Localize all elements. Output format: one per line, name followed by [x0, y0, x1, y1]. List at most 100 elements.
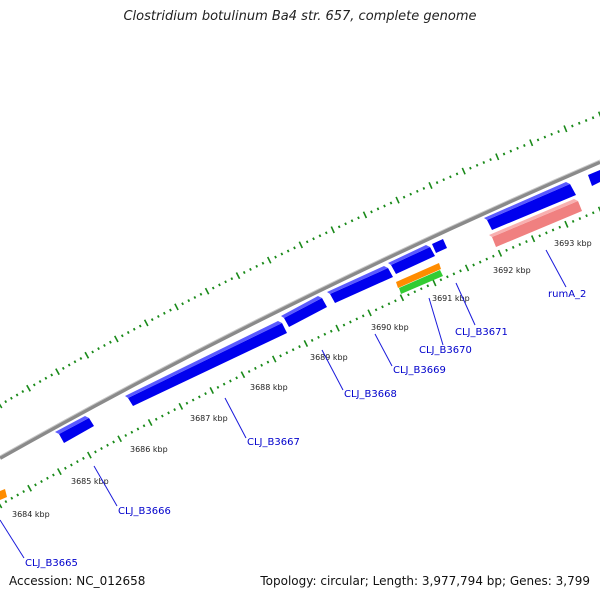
tick-mark	[464, 264, 470, 272]
tick-mark	[150, 318, 154, 322]
tick-mark	[597, 206, 600, 212]
tick-mark	[383, 204, 386, 208]
tick-mark	[247, 370, 251, 374]
tick-mark	[329, 329, 333, 333]
tick-mark	[274, 255, 277, 259]
tick-mark	[318, 234, 322, 238]
tick-mark	[40, 480, 43, 484]
tick-mark	[376, 207, 380, 211]
rna-feature[interactable]	[489, 199, 582, 247]
green-feature[interactable]	[399, 270, 443, 294]
tick-mark	[312, 237, 315, 241]
tick-mark	[55, 368, 60, 376]
tick-mark	[169, 308, 172, 312]
tick-mark	[495, 153, 500, 161]
tick-mark	[389, 201, 393, 205]
tick-mark	[387, 302, 391, 306]
gene-label-clj-b3665[interactable]: CLJ_B3665	[25, 558, 78, 569]
tick-mark	[199, 292, 203, 296]
tick-mark	[298, 345, 301, 349]
kbp-label: 3691 kbp	[432, 294, 470, 303]
tick-mark	[536, 138, 540, 142]
tick-mark	[254, 366, 257, 370]
tick-mark	[67, 363, 71, 367]
orange-feature[interactable]	[396, 263, 441, 288]
tick-mark	[34, 483, 37, 487]
tick-mark	[432, 279, 437, 287]
tick-mark	[235, 272, 241, 280]
tick-mark	[335, 324, 340, 332]
tick-mark	[181, 302, 184, 306]
tick-mark	[16, 493, 20, 497]
tick-mark	[472, 263, 475, 267]
kbp-labels: 3684 kbp 3685 kbp 3686 kbp 3687 kbp 3688…	[12, 239, 592, 519]
tick-mark	[344, 222, 347, 226]
tick-mark	[106, 443, 109, 447]
tick-mark	[91, 350, 94, 354]
tick-mark	[478, 260, 482, 264]
tick-mark	[435, 181, 439, 185]
tick-mark	[130, 430, 134, 434]
tick-mark	[381, 305, 384, 309]
gene-labels: CLJ_B3665 CLJ_B3666 CLJ_B3667 CLJ_B3668 …	[25, 289, 586, 569]
gene-label-clj-b3668[interactable]: CLJ_B3668	[344, 389, 397, 400]
kbp-label: 3692 kbp	[493, 266, 531, 275]
tick-mark	[571, 124, 574, 128]
tick-mark	[79, 356, 83, 360]
tick-mark	[342, 323, 346, 327]
tick-mark	[103, 343, 106, 347]
gene-label-clj-b3666[interactable]: CLJ_B3666	[118, 506, 171, 517]
genome-backbone	[0, 160, 600, 460]
cds-feature[interactable]	[432, 239, 447, 253]
tick-mark	[136, 427, 140, 431]
tick-mark	[22, 490, 25, 494]
tick-mark	[509, 149, 513, 153]
tick-mark	[591, 116, 595, 120]
tick-mark	[518, 243, 522, 246]
kbp-label: 3686 kbp	[130, 445, 168, 454]
tick-mark	[15, 393, 19, 397]
tick-mark	[502, 152, 506, 156]
cds-feature[interactable]	[125, 321, 287, 406]
tick-mark	[230, 277, 234, 281]
tick-mark	[530, 235, 536, 243]
tick-mark	[459, 269, 462, 273]
orange-feature-left[interactable]	[0, 489, 7, 500]
tick-mark	[323, 332, 327, 336]
gene-label-ruma-2[interactable]: rumA_2	[548, 289, 586, 300]
topology-stats-text: Topology: circular; Length: 3,977,794 bp…	[260, 574, 590, 588]
tick-mark	[76, 460, 79, 464]
cds-feature[interactable]	[327, 266, 393, 303]
gene-label-clj-b3671[interactable]: CLJ_B3671	[455, 327, 508, 338]
tick-mark	[266, 360, 270, 364]
gene-label-clj-b3667[interactable]: CLJ_B3667	[247, 437, 300, 448]
tick-mark	[222, 382, 226, 386]
cds-feature[interactable]	[388, 245, 435, 274]
gene-label-clj-b3670[interactable]: CLJ_B3670	[419, 345, 472, 356]
tick-mark	[38, 380, 42, 384]
tick-mark	[249, 267, 252, 271]
tick-mark	[120, 334, 124, 338]
tick-mark	[261, 261, 265, 265]
cds-feature[interactable]	[484, 182, 576, 230]
tick-mark	[455, 172, 459, 176]
tick-mark	[97, 347, 100, 351]
tick-mark	[442, 178, 446, 182]
tick-mark	[193, 295, 197, 299]
cds-feature[interactable]	[588, 170, 600, 186]
cds-features	[55, 170, 600, 443]
tick-mark	[229, 379, 232, 383]
outer-tick-ring	[0, 111, 600, 409]
tick-mark	[330, 226, 335, 234]
tick-mark	[44, 376, 48, 380]
tick-mark	[138, 324, 142, 328]
tick-mark	[545, 231, 548, 235]
tick-mark	[409, 192, 413, 196]
tick-mark	[402, 195, 406, 199]
gene-label-clj-b3669[interactable]: CLJ_B3669	[393, 365, 446, 376]
tick-mark	[422, 186, 426, 190]
cds-feature[interactable]	[55, 416, 94, 443]
tick-mark	[46, 476, 49, 480]
cds-feature[interactable]	[281, 296, 327, 327]
